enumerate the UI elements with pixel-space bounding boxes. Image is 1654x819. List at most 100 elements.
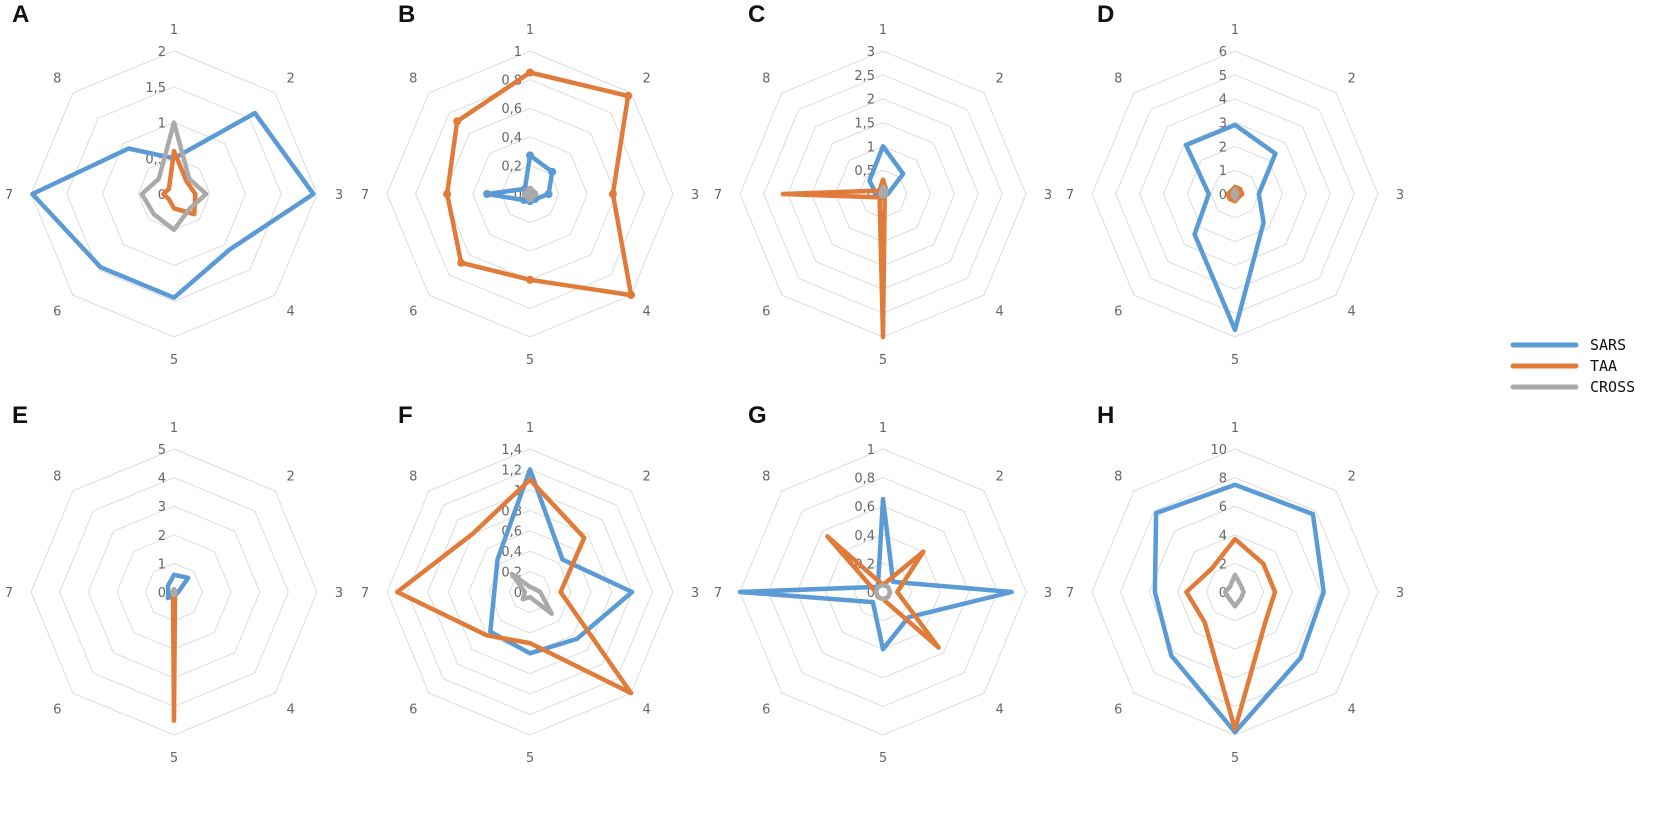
category-label: 7 bbox=[1066, 188, 1074, 203]
tick-label: 0 bbox=[158, 586, 166, 601]
grid-ring bbox=[1148, 505, 1322, 679]
data-point-taa bbox=[457, 258, 466, 267]
series-line-cross bbox=[509, 571, 554, 616]
category-label: 1 bbox=[526, 23, 534, 38]
tick-label: 6 bbox=[1219, 45, 1227, 60]
data-point-taa bbox=[624, 91, 633, 100]
category-label: 1 bbox=[1231, 23, 1239, 38]
category-label: 6 bbox=[762, 703, 770, 718]
grid-ring bbox=[509, 571, 551, 613]
category-label: 5 bbox=[879, 751, 887, 766]
category-label: 2 bbox=[287, 71, 295, 86]
panel-letter: E bbox=[12, 402, 28, 429]
category-label: 2 bbox=[643, 71, 651, 86]
tick-label: 0 bbox=[867, 586, 875, 601]
data-point-taa bbox=[608, 190, 617, 198]
series-line-taa bbox=[444, 70, 634, 298]
category-label: 4 bbox=[1348, 305, 1356, 320]
category-label: 2 bbox=[996, 469, 1004, 484]
category-label: 5 bbox=[1231, 751, 1239, 766]
category-label: 7 bbox=[714, 188, 722, 203]
category-label: 4 bbox=[996, 305, 1004, 320]
data-point-sars bbox=[544, 190, 553, 198]
category-label: 6 bbox=[409, 703, 417, 718]
series-line-taa bbox=[170, 586, 178, 723]
data-point-cross bbox=[524, 188, 532, 196]
panel-letter: H bbox=[1097, 402, 1114, 429]
category-label: 4 bbox=[643, 305, 651, 320]
tick-label: 0,4 bbox=[501, 131, 522, 146]
category-label: 3 bbox=[335, 586, 343, 601]
category-label: 4 bbox=[287, 703, 295, 718]
category-label: 2 bbox=[996, 71, 1004, 86]
tick-label: 0 bbox=[1219, 188, 1227, 203]
category-label: 4 bbox=[287, 305, 295, 320]
category-label: 8 bbox=[409, 469, 417, 484]
panel-letter: D bbox=[1097, 1, 1114, 28]
category-label: 1 bbox=[526, 421, 534, 436]
grid-ring bbox=[1120, 477, 1350, 707]
tick-label: 0,8 bbox=[854, 472, 875, 487]
legend-label-taa: TAA bbox=[1590, 357, 1617, 375]
category-label: 1 bbox=[170, 421, 178, 436]
tick-label: 1,5 bbox=[854, 117, 875, 132]
category-label: 3 bbox=[691, 586, 699, 601]
grid-ring bbox=[30, 50, 318, 338]
series-line-cross bbox=[1222, 572, 1246, 609]
category-label: 2 bbox=[287, 469, 295, 484]
category-label: 6 bbox=[1114, 305, 1122, 320]
series-line-sars bbox=[30, 110, 316, 300]
category-label: 4 bbox=[1348, 703, 1356, 718]
category-label: 6 bbox=[1114, 703, 1122, 718]
category-label: 8 bbox=[762, 71, 770, 86]
category-label: 7 bbox=[361, 586, 369, 601]
tick-label: 5 bbox=[158, 443, 166, 458]
series-line-taa bbox=[1184, 536, 1278, 732]
data-point-sars bbox=[483, 190, 492, 198]
tick-label: 2 bbox=[1219, 557, 1227, 572]
panel-letter: F bbox=[398, 402, 413, 429]
tick-label: 1,5 bbox=[145, 81, 166, 96]
tick-label: 0 bbox=[514, 188, 522, 203]
series-line-cross bbox=[878, 184, 889, 199]
category-label: 7 bbox=[1066, 586, 1074, 601]
series-line-cross bbox=[1230, 186, 1240, 202]
tick-label: 3 bbox=[158, 500, 166, 515]
category-label: 8 bbox=[1114, 71, 1122, 86]
panel-letter: C bbox=[748, 1, 765, 28]
tick-label: 1,2 bbox=[501, 463, 522, 478]
tick-label: 1 bbox=[158, 557, 166, 572]
series-line-sars bbox=[737, 496, 1014, 652]
tick-label: 2 bbox=[158, 529, 166, 544]
series-line-sars bbox=[1152, 482, 1326, 735]
legend-label-sars: SARS bbox=[1590, 336, 1626, 354]
category-label: 4 bbox=[643, 703, 651, 718]
grid-ring bbox=[66, 86, 282, 302]
grid-ring bbox=[447, 509, 613, 675]
tick-label: 1 bbox=[1219, 164, 1227, 179]
category-label: 2 bbox=[643, 469, 651, 484]
tick-label: 0,6 bbox=[501, 102, 522, 117]
category-label: 3 bbox=[1044, 188, 1052, 203]
category-label: 3 bbox=[1396, 188, 1404, 203]
category-label: 4 bbox=[996, 703, 1004, 718]
category-label: 8 bbox=[1114, 469, 1122, 484]
tick-label: 2 bbox=[1219, 140, 1227, 155]
grid-ring bbox=[1210, 169, 1260, 219]
grid-ring bbox=[768, 477, 998, 707]
grid-ring bbox=[1115, 74, 1355, 314]
grid-ring bbox=[1091, 448, 1379, 736]
tick-label: 5 bbox=[1219, 69, 1227, 84]
category-label: 1 bbox=[1231, 421, 1239, 436]
category-label: 6 bbox=[409, 305, 417, 320]
category-label: 6 bbox=[53, 305, 61, 320]
tick-label: 0,4 bbox=[854, 529, 875, 544]
grid-ring bbox=[30, 448, 318, 736]
category-label: 5 bbox=[170, 751, 178, 766]
data-point-taa bbox=[453, 117, 462, 126]
category-label: 1 bbox=[879, 23, 887, 38]
tick-label: 0 bbox=[1219, 586, 1227, 601]
data-point-taa bbox=[526, 275, 534, 284]
